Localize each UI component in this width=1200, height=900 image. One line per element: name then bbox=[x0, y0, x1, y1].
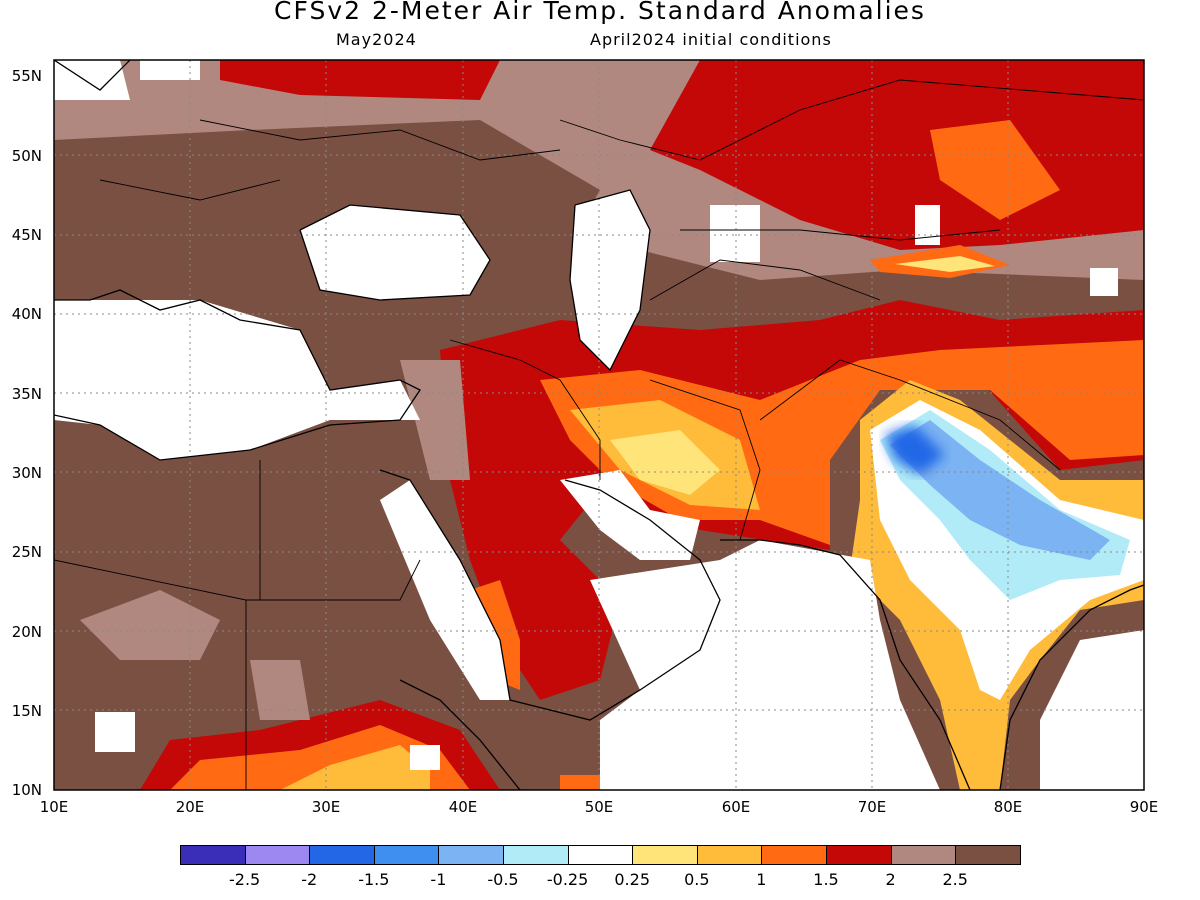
lat-label: 20N bbox=[12, 623, 42, 641]
legend-swatch bbox=[503, 845, 569, 865]
legend-swatch bbox=[696, 845, 763, 865]
lon-label: 50E bbox=[585, 798, 614, 816]
lon-label: 90E bbox=[1130, 798, 1159, 816]
lat-label: 25N bbox=[12, 543, 42, 561]
map-frame bbox=[53, 59, 1145, 791]
legend-swatch bbox=[955, 845, 1021, 865]
legend-label: -1.5 bbox=[358, 870, 390, 889]
legend-swatch bbox=[438, 845, 504, 865]
lat-label: 50N bbox=[12, 147, 42, 165]
red-sea-mask bbox=[380, 480, 510, 700]
lat-label: 55N bbox=[12, 67, 42, 85]
lat-label: 35N bbox=[12, 385, 42, 403]
lon-label: 60E bbox=[722, 798, 751, 816]
map-title: CFSv2 2-Meter Air Temp. Standard Anomali… bbox=[274, 0, 926, 25]
legend-label: 2.5 bbox=[942, 870, 968, 889]
legend-label: 1.5 bbox=[813, 870, 839, 889]
mediterranean-mask bbox=[54, 300, 420, 460]
anomaly-patch-sahara-1 bbox=[80, 590, 220, 660]
lat-axis: 55N 50N 45N 40N 35N 30N 25N 20N 15N 10N bbox=[12, 67, 42, 799]
lon-label: 80E bbox=[994, 798, 1023, 816]
anomaly-patch-north-red bbox=[220, 60, 500, 100]
legend-swatch bbox=[826, 845, 892, 865]
legend-label: 1 bbox=[756, 870, 767, 889]
anomaly-patch-sahara-2 bbox=[250, 660, 310, 720]
legend-label: -0.5 bbox=[487, 870, 519, 889]
anomaly-patch-small-orange bbox=[560, 775, 600, 790]
lat-label: 15N bbox=[12, 702, 42, 720]
legend-swatch bbox=[890, 845, 957, 865]
gridlines bbox=[54, 60, 1144, 790]
legend-label: 0.5 bbox=[684, 870, 710, 889]
anomaly-patch-india-blue-core bbox=[885, 425, 945, 475]
legend-swatch bbox=[567, 845, 634, 865]
mask-ethiopia bbox=[410, 745, 440, 770]
lon-axis: 10E 20E 30E 40E 50E 60E 70E 80E 90E bbox=[40, 798, 1159, 816]
legend-swatch bbox=[632, 845, 698, 865]
country-borders bbox=[54, 79, 1144, 790]
anomaly-patch-orange bbox=[930, 120, 1060, 220]
legend-swatch bbox=[309, 845, 375, 865]
legend-label: -0.25 bbox=[546, 870, 589, 889]
lat-label: 10N bbox=[12, 781, 42, 799]
anomaly-patch-iran-core bbox=[610, 430, 720, 495]
mask-aral bbox=[915, 205, 940, 245]
legend-label: -2.5 bbox=[228, 870, 261, 889]
legend-swatch bbox=[180, 845, 246, 865]
lon-label: 10E bbox=[40, 798, 69, 816]
lon-label: 40E bbox=[449, 798, 478, 816]
legend-label: -1 bbox=[430, 870, 447, 889]
persian-gulf-mask bbox=[560, 470, 700, 560]
black-sea-mask bbox=[300, 205, 490, 300]
baltic-mask-2 bbox=[140, 60, 200, 80]
lat-label: 45N bbox=[12, 226, 42, 244]
anomaly-patch-horn-yellow bbox=[280, 745, 430, 790]
legend-label: 0.25 bbox=[614, 870, 650, 889]
lon-label: 30E bbox=[312, 798, 341, 816]
baltic-mask bbox=[54, 60, 130, 100]
mask-chad bbox=[95, 712, 135, 752]
coastlines bbox=[54, 60, 1144, 790]
legend-swatch bbox=[373, 845, 440, 865]
anomaly-patch-balkhash-core bbox=[895, 256, 995, 272]
mask-small bbox=[1090, 268, 1118, 296]
lon-label: 20E bbox=[176, 798, 205, 816]
legend-swatch bbox=[761, 845, 827, 865]
legend-label: -2 bbox=[301, 870, 318, 889]
mask-aral-2 bbox=[710, 205, 760, 262]
lon-label: 70E bbox=[858, 798, 887, 816]
anomaly-patch-levant bbox=[400, 360, 470, 480]
legend-swatch bbox=[244, 845, 311, 865]
initial-conditions: April2024 initial conditions bbox=[590, 30, 832, 49]
lat-label: 30N bbox=[12, 464, 42, 482]
forecast-month: May2024 bbox=[336, 30, 417, 49]
lat-label: 40N bbox=[12, 305, 42, 323]
legend-label: 2 bbox=[885, 870, 896, 889]
arabian-sea-mask bbox=[590, 540, 940, 790]
